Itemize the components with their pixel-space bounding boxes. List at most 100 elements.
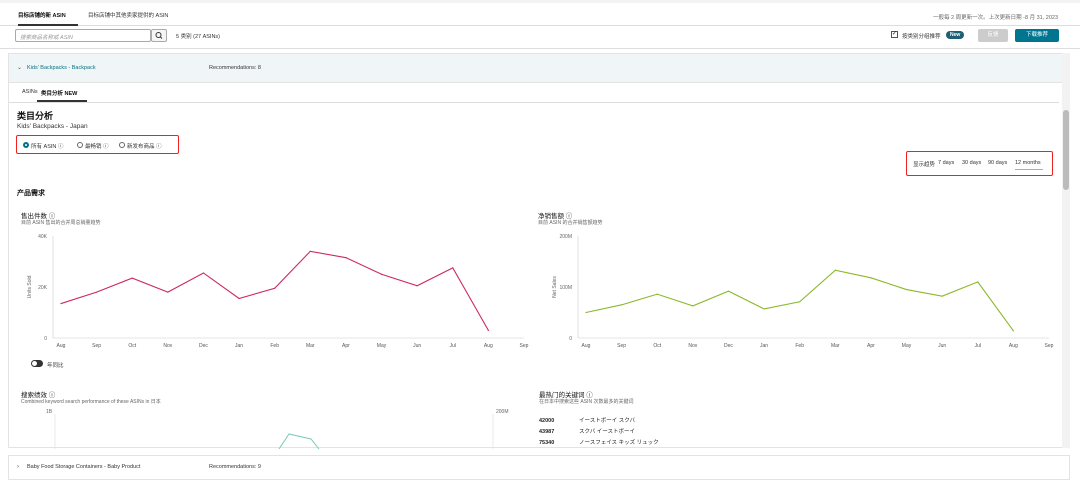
yoy-toggle-label: 年同比 bbox=[47, 363, 64, 369]
scrollbar-track[interactable] bbox=[1062, 53, 1070, 448]
data-point bbox=[727, 290, 730, 292]
time-selected-indicator bbox=[1015, 169, 1043, 170]
tab-new-asin[interactable]: 目标店铺的新 ASIN bbox=[18, 13, 66, 19]
update-info: 一般每 2 周更新一次。上次更新日期 -8 月 31, 2023 bbox=[933, 15, 1058, 21]
yoy-toggle[interactable] bbox=[31, 360, 43, 367]
keywords-title: 最热门的关键词 ⓘ bbox=[539, 392, 593, 399]
keyword-term: スクバ イーストボーイ bbox=[579, 429, 635, 435]
units-chart-title: 售出件数 ⓘ bbox=[21, 213, 56, 220]
y-tick-label: 200M bbox=[559, 234, 572, 240]
x-tick-label: Nov bbox=[163, 343, 172, 349]
search-input[interactable]: 搜索商品名称或 ASIN bbox=[15, 29, 151, 42]
x-tick-label: Nov bbox=[688, 343, 697, 349]
net-sales-chart: 200M 100M 0 Net Sales Aug Sep Oct Nov Dec Jan Feb M… bbox=[552, 234, 1054, 349]
x-tick-label: Jul bbox=[975, 343, 981, 349]
time-30-days[interactable]: 30 days bbox=[962, 160, 982, 166]
x-tick-label: Jan bbox=[760, 343, 768, 349]
divider bbox=[0, 48, 1080, 49]
sales-chart-subtitle: 目前 ASIN 的合并销售额趋势 bbox=[538, 220, 603, 226]
filter-highlight bbox=[16, 135, 179, 154]
y-tick-label: 20K bbox=[38, 285, 48, 291]
category-card-collapsed[interactable]: › Baby Food Storage Containers - Baby Pr… bbox=[8, 455, 1070, 480]
time-range-label: 显示趋势 bbox=[913, 162, 936, 168]
x-tick-label: Dec bbox=[199, 343, 208, 349]
search-perf-left-tick: 1B bbox=[46, 409, 53, 415]
top-strip bbox=[0, 0, 1080, 3]
time-90-days[interactable]: 90 days bbox=[988, 160, 1008, 166]
data-point bbox=[309, 250, 311, 252]
x-tick-label: Aug bbox=[57, 343, 66, 349]
search-icon bbox=[155, 32, 163, 39]
subtab-asins[interactable]: ASINs bbox=[22, 89, 38, 95]
page-subtitle: Kids' Backpacks - Japan bbox=[17, 123, 88, 130]
data-point bbox=[763, 308, 765, 310]
x-tick-label: May bbox=[377, 343, 387, 349]
search-perf-right-tick: 200M bbox=[496, 409, 509, 415]
category-header[interactable]: ⌄ Kids' Backpacks - Backpack Recommendat… bbox=[9, 54, 1069, 83]
keyword-term: イーストボーイ スクバ bbox=[579, 418, 635, 424]
x-tick-label: Mar bbox=[831, 343, 840, 349]
result-count: 5 类别 (27 ASINs) bbox=[176, 34, 221, 40]
x-tick-label: Feb bbox=[795, 343, 804, 349]
radio-new-releases-label[interactable]: 新发布商品 ⓘ bbox=[127, 144, 162, 150]
radio-best-sellers-label[interactable]: 最畅销 ⓘ bbox=[85, 144, 109, 150]
active-subtab-indicator bbox=[37, 100, 87, 102]
keyword-row: 42000 イーストボーイ スクバ bbox=[539, 416, 635, 424]
y-tick-label: 0 bbox=[569, 336, 572, 342]
time-range-highlight bbox=[906, 151, 1053, 176]
x-tick-label: Jul bbox=[450, 343, 456, 349]
data-point bbox=[416, 285, 418, 287]
chevron-right-icon[interactable]: › bbox=[17, 464, 19, 470]
x-tick-label: Aug bbox=[582, 343, 591, 349]
data-point bbox=[380, 273, 383, 275]
data-point bbox=[941, 295, 943, 297]
radio-new-releases[interactable] bbox=[119, 142, 125, 148]
time-7-days[interactable]: 7 days bbox=[938, 160, 955, 166]
units-sold-chart: 40K 20K 0 Units Sold Aug Sep Oct Nov Dec Jan Feb Ma… bbox=[27, 234, 529, 349]
series-line bbox=[585, 269, 1014, 332]
new-badge: New bbox=[946, 31, 965, 39]
page-title: 类目分析 bbox=[17, 111, 54, 121]
tab-other-sellers[interactable]: 目标店铺中其他卖家提供的 ASIN bbox=[88, 13, 169, 19]
chevron-down-icon[interactable]: ⌄ bbox=[17, 65, 23, 71]
data-point bbox=[905, 288, 908, 291]
category-name[interactable]: Baby Food Storage Containers - Baby Prod… bbox=[27, 464, 141, 470]
data-point bbox=[345, 257, 347, 259]
x-tick-label: Oct bbox=[653, 343, 661, 349]
y-tick-label: 100M bbox=[559, 285, 572, 291]
x-tick-label: Aug bbox=[1009, 343, 1018, 349]
time-12-months[interactable]: 12 months bbox=[1015, 160, 1041, 166]
x-tick-label: May bbox=[902, 343, 912, 349]
data-point bbox=[167, 291, 169, 293]
data-point bbox=[585, 311, 587, 314]
group-by-category-checkbox[interactable]: ✓ bbox=[891, 31, 898, 38]
data-point bbox=[238, 297, 240, 300]
x-tick-label: Jun bbox=[938, 343, 946, 349]
asin-tabs: 目标店铺的新 ASIN 目标店铺中其他卖家提供的 ASIN 一般每 2 周更新一… bbox=[0, 3, 1080, 26]
x-tick-label: Jan bbox=[235, 343, 243, 349]
units-chart-subtitle: 目前 ASIN 售出的合并周总销量趋势 bbox=[21, 220, 101, 226]
feedback-button[interactable]: 反馈 bbox=[978, 29, 1008, 42]
data-point bbox=[977, 281, 979, 283]
x-tick-label: Sep bbox=[520, 343, 529, 349]
group-by-category-label: 按类别分组推荐 bbox=[902, 34, 941, 40]
download-button[interactable]: 下载推荐 bbox=[1015, 29, 1059, 42]
data-point bbox=[60, 302, 62, 305]
keyword-term: ノースフェイス キッズ リュック bbox=[579, 440, 659, 446]
x-tick-label: Sep bbox=[1045, 343, 1054, 349]
scrollbar-thumb[interactable] bbox=[1063, 110, 1069, 190]
data-point bbox=[1012, 330, 1014, 332]
x-tick-label: Sep bbox=[92, 343, 101, 349]
data-point bbox=[692, 305, 694, 307]
keywords-subtitle: 在日本中搜索这些 ASIN 次数最多的关键词 bbox=[539, 399, 634, 405]
x-tick-label: Mar bbox=[306, 343, 315, 349]
radio-all-asin[interactable] bbox=[23, 142, 29, 148]
category-name[interactable]: Kids' Backpacks - Backpack bbox=[27, 65, 96, 71]
radio-all-asin-label[interactable]: 所有 ASIN ⓘ bbox=[31, 144, 64, 150]
data-point bbox=[870, 277, 872, 279]
radio-best-sellers[interactable] bbox=[77, 142, 83, 148]
x-tick-label: Aug bbox=[484, 343, 493, 349]
subtab-category-analysis[interactable]: 类目分析 NEW bbox=[41, 91, 78, 97]
category-recommendations: Recommendations: 9 bbox=[209, 464, 261, 470]
search-button[interactable] bbox=[151, 29, 167, 42]
